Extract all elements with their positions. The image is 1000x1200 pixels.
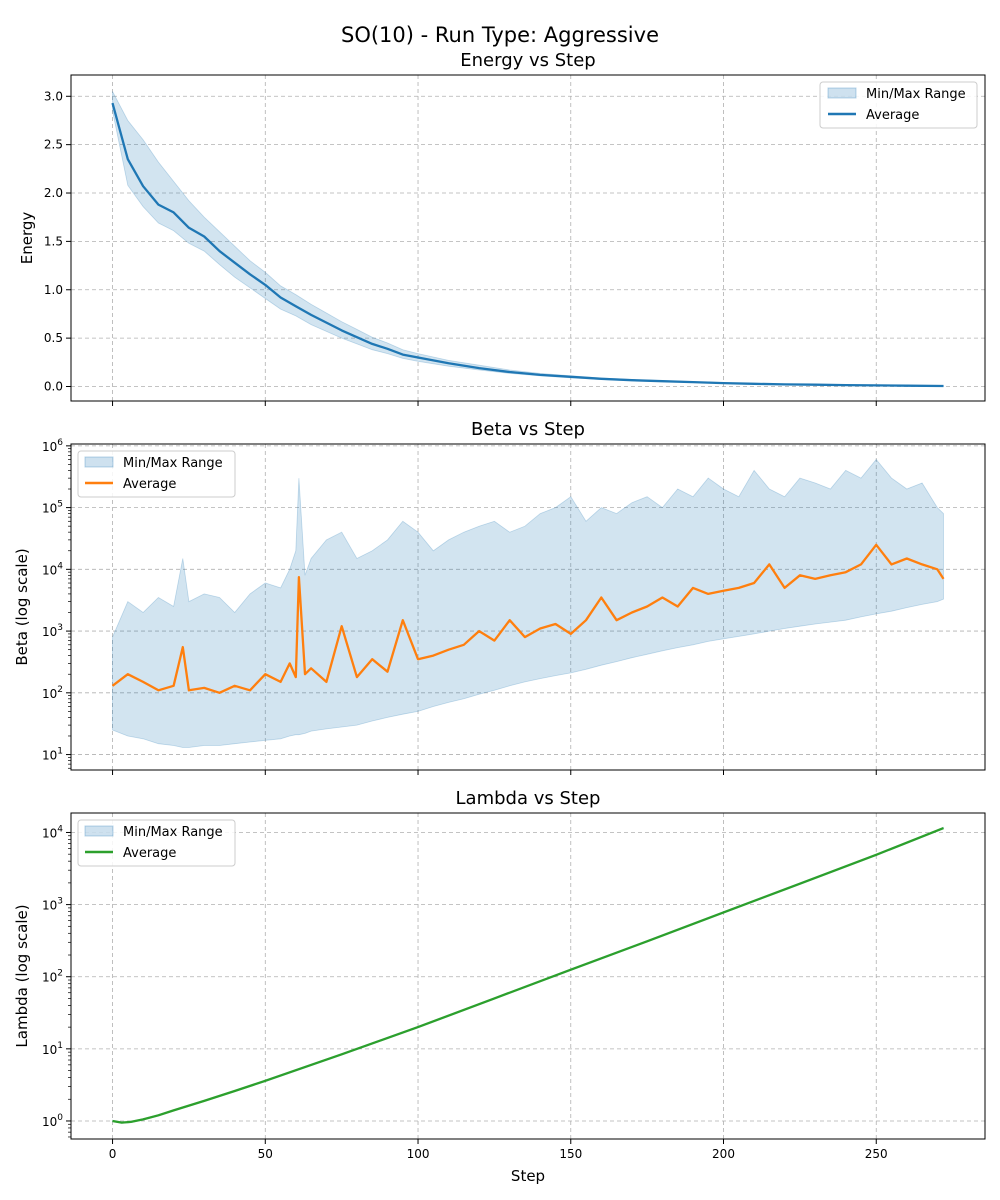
energy-plot-frame — [70, 74, 986, 402]
y-tick-label: 103 — [42, 897, 63, 913]
beta-panel-title: Beta vs Step — [471, 419, 585, 440]
y-tick-label: 101 — [42, 747, 63, 763]
x-tick-label: 50 — [258, 1147, 273, 1161]
lambda-plot-frame — [70, 812, 986, 1140]
energy-legend-range-swatch — [827, 87, 857, 99]
y-tick-label: 0.0 — [44, 379, 63, 393]
energy-minmax-band — [112, 91, 944, 387]
beta-y-axis-label: Beta (log scale) — [13, 548, 31, 665]
beta-axis-ticks: 101 102 103 104 105 106 — [42, 438, 877, 775]
x-tick-label: 100 — [407, 1147, 430, 1161]
x-axis-label: Step — [511, 1167, 545, 1185]
energy-panel-title: Energy vs Step — [460, 50, 595, 71]
energy-legend-box — [819, 81, 978, 129]
x-tick-label: 200 — [712, 1147, 735, 1161]
lambda-panel: Lambda vs Step Lambda (log scale) 0 50 100… — [13, 788, 986, 1161]
y-tick-label: 3.0 — [44, 89, 63, 103]
y-tick-label: 2.5 — [44, 138, 63, 152]
lambda-minmax-band — [112, 826, 944, 1124]
beta-plot-frame — [70, 443, 986, 771]
y-tick-label: 101 — [42, 1041, 63, 1057]
y-tick-label: 102 — [42, 969, 63, 985]
x-tick-label: 250 — [865, 1147, 888, 1161]
figure-title: SO(10) - Run Type: Aggressive — [341, 23, 659, 47]
energy-legend-average-label: Average — [866, 108, 919, 123]
lambda-legend-range-swatch — [84, 825, 114, 837]
y-tick-label: 2.0 — [44, 186, 63, 200]
x-tick-label: 150 — [559, 1147, 582, 1161]
energy-panel: Energy vs Step Energy 0.0 0.5 1.0 1.5 2.0 2.5… — [18, 50, 986, 406]
y-tick-label: 102 — [42, 685, 63, 701]
y-tick-label: 106 — [42, 438, 63, 454]
energy-average-line — [111, 102, 944, 388]
y-tick-label: 104 — [42, 561, 63, 577]
beta-legend-range-swatch — [84, 456, 114, 468]
beta-average-line — [111, 543, 945, 694]
lambda-axis-ticks: 0 50 100 150 200 250 100 101 102 103 104 — [42, 824, 888, 1161]
lambda-legend-range-label: Min/Max Range — [123, 825, 223, 840]
beta-legend-average-label: Average — [123, 477, 176, 492]
beta-panel: Beta vs Step Beta (log scale) 1011021031… — [13, 419, 986, 775]
y-tick-label: 104 — [42, 824, 63, 840]
lambda-y-axis-label: Lambda (log scale) — [13, 904, 31, 1047]
y-tick-label: 1.5 — [44, 234, 63, 248]
energy-legend-range-label: Min/Max Range — [866, 87, 966, 102]
y-tick-label: 100 — [42, 1113, 63, 1129]
lambda-legend: Min/Max Range Average — [77, 819, 236, 867]
beta-legend-range-label: Min/Max Range — [123, 456, 223, 471]
y-tick-label: 0.5 — [44, 331, 63, 345]
energy-axis-ticks: 0.0 0.5 1.0 1.5 2.0 2.5 3.0 — [44, 89, 877, 406]
lambda-legend-average-label: Average — [123, 846, 176, 861]
energy-gridlines — [71, 75, 985, 401]
lambda-panel-title: Lambda vs Step — [456, 788, 601, 809]
beta-gridlines — [71, 444, 985, 770]
beta-legend: Min/Max Range Average — [77, 450, 236, 498]
lambda-average-line — [112, 827, 944, 1124]
y-tick-label: 1.0 — [44, 283, 63, 297]
lambda-gridlines — [71, 813, 985, 1139]
beta-legend-box — [77, 450, 236, 498]
energy-y-axis-label: Energy — [18, 212, 36, 265]
y-tick-label: 103 — [42, 623, 63, 639]
y-tick-label: 105 — [42, 500, 63, 516]
energy-legend: Min/Max Range Average — [819, 81, 978, 129]
x-tick-label: 0 — [109, 1147, 117, 1161]
lambda-legend-box — [77, 819, 236, 867]
beta-minmax-band — [112, 458, 944, 748]
